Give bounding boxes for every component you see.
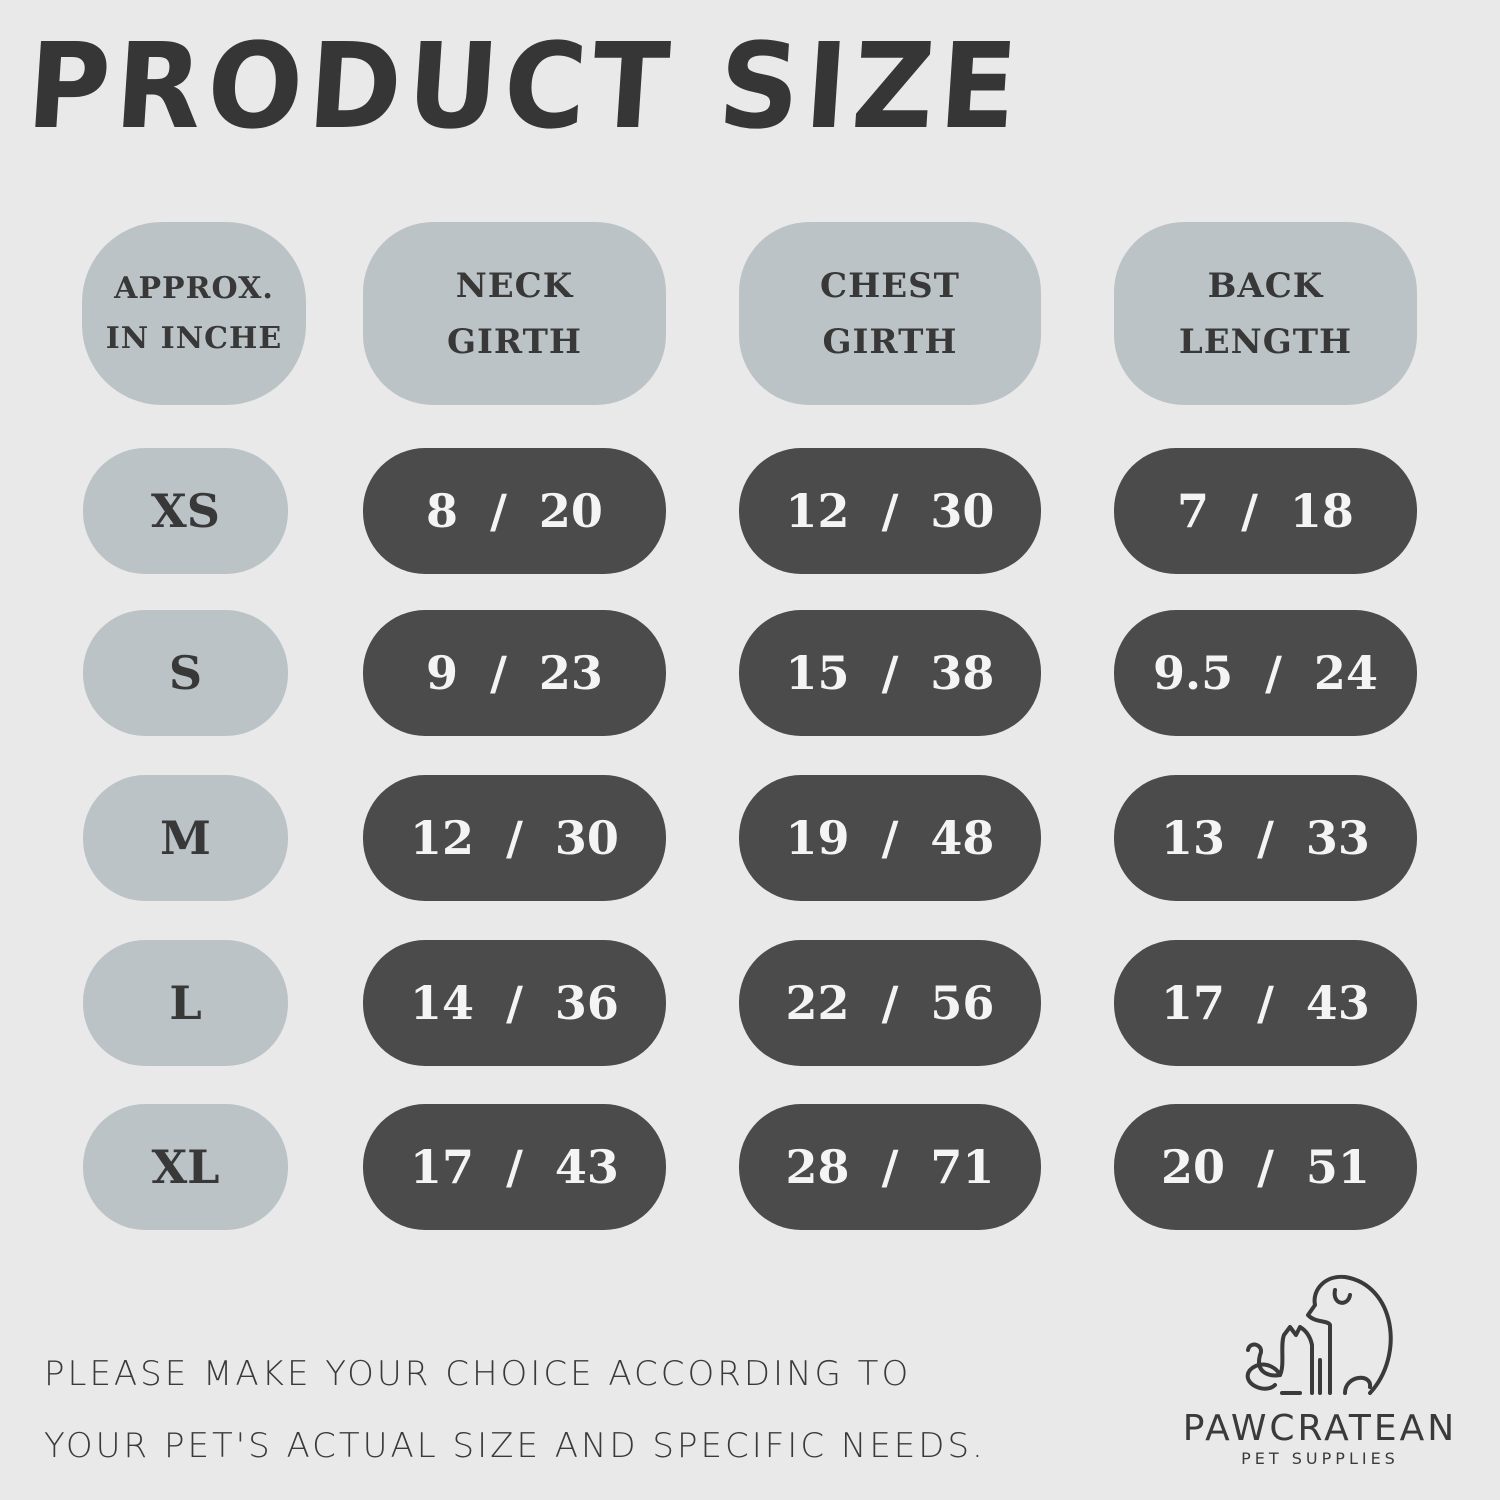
size-label: S bbox=[83, 610, 288, 736]
header-line: BACK bbox=[1207, 265, 1324, 306]
chest-value: 12 / 30 bbox=[739, 448, 1041, 574]
size-label: M bbox=[83, 775, 288, 901]
back-value: 13 / 33 bbox=[1114, 775, 1417, 901]
size-note: PLEASE MAKE YOUR CHOICE ACCORDING TO YOU… bbox=[44, 1338, 986, 1482]
size-label: XL bbox=[83, 1104, 288, 1230]
back-value: 20 / 51 bbox=[1114, 1104, 1417, 1230]
brand-logo: PAWCRATEAN PET SUPPLIES bbox=[1170, 1265, 1470, 1468]
neck-value: 17 / 43 bbox=[363, 1104, 666, 1230]
neck-value: 9 / 23 bbox=[363, 610, 666, 736]
page-title: PRODUCT SIZE bbox=[23, 17, 1027, 155]
header-neck-girth: NECK GIRTH bbox=[363, 222, 666, 405]
header-line: GIRTH bbox=[822, 321, 958, 362]
header-approx-inches: APPROX. IN INCHE bbox=[82, 222, 306, 405]
header-line: CHEST bbox=[820, 265, 960, 306]
brand-name: PAWCRATEAN bbox=[1182, 1408, 1458, 1449]
header-line: LENGTH bbox=[1178, 321, 1353, 362]
back-value: 9.5 / 24 bbox=[1114, 610, 1417, 736]
chest-value: 22 / 56 bbox=[739, 940, 1041, 1066]
neck-value: 12 / 30 bbox=[363, 775, 666, 901]
header-line: APPROX. bbox=[114, 270, 274, 306]
header-line: GIRTH bbox=[446, 321, 583, 362]
header-line: IN INCHE bbox=[105, 320, 283, 356]
note-line-1: PLEASE MAKE YOUR CHOICE ACCORDING TO bbox=[44, 1354, 912, 1394]
note-line-2: YOUR PET'S ACTUAL SIZE AND SPECIFIC NEED… bbox=[44, 1426, 986, 1466]
chest-value: 19 / 48 bbox=[739, 775, 1041, 901]
neck-value: 14 / 36 bbox=[363, 940, 666, 1066]
chest-value: 15 / 38 bbox=[739, 610, 1041, 736]
header-back-length: BACK LENGTH bbox=[1114, 222, 1417, 405]
back-value: 17 / 43 bbox=[1114, 940, 1417, 1066]
chest-value: 28 / 71 bbox=[739, 1104, 1041, 1230]
size-label: XS bbox=[83, 448, 288, 574]
brand-subtitle: PET SUPPLIES bbox=[1241, 1449, 1399, 1468]
header-chest-girth: CHEST GIRTH bbox=[739, 222, 1041, 405]
dog-and-cat-outline-icon bbox=[1245, 1274, 1393, 1395]
header-line: NECK bbox=[455, 265, 574, 306]
size-label: L bbox=[83, 940, 288, 1066]
back-value: 7 / 18 bbox=[1114, 448, 1417, 574]
neck-value: 8 / 20 bbox=[363, 448, 666, 574]
